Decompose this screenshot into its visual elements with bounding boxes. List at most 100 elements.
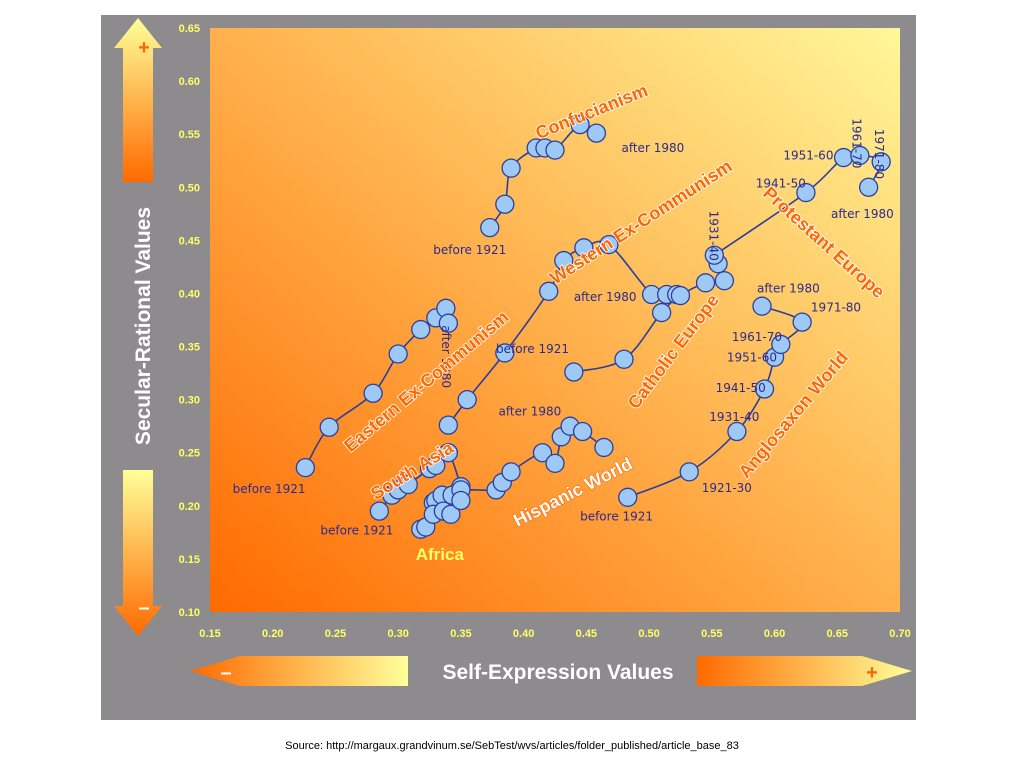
hispanic-world-point	[501, 462, 521, 482]
anglosaxon-world-point	[727, 421, 747, 442]
eastern-ex-communism-point	[295, 457, 315, 478]
x-tick-label: 0.20	[262, 628, 283, 640]
y-axis-title: Secular-Rational Values	[132, 207, 155, 445]
anglosaxon-world-point-label: 1941-50	[716, 381, 766, 395]
y-arrow-top-shape	[114, 18, 162, 182]
y-tick-label: 0.55	[179, 129, 200, 141]
anglosaxon-world-point	[792, 312, 812, 332]
y-tick-label: 0.60	[179, 76, 200, 88]
western-ex-communism-point	[599, 234, 619, 255]
eastern-ex-communism-point-label: before 1921	[233, 482, 306, 496]
confucianism-point	[501, 158, 521, 178]
south-asia-point	[398, 474, 418, 495]
y-axis-arrow: + – Secular-Rational Values	[114, 18, 162, 636]
x-minus-sign: –	[220, 662, 231, 684]
anglosaxon-world-point-label: 1951-60	[727, 350, 777, 364]
x-tick-label: 0.65	[827, 628, 848, 640]
anglosaxon-world-point-label: 1921-30	[702, 481, 752, 495]
anglosaxon-world-point	[679, 462, 699, 482]
africa-point-label: Africa	[416, 545, 465, 564]
western-ex-communism-point	[457, 389, 477, 410]
x-tick-label: 0.35	[450, 628, 471, 640]
confucianism-point	[495, 194, 515, 214]
africa-point	[441, 504, 461, 524]
south-asia-point-label: before 1921	[320, 523, 393, 537]
protestant-europe-point	[850, 145, 870, 166]
eastern-ex-communism-point	[388, 344, 408, 364]
x-tick-label: 0.40	[513, 628, 534, 640]
source-note: Source: http://margaux.grandvinum.se/Seb…	[285, 740, 739, 752]
africa-point	[451, 490, 471, 511]
y-tick-label: 0.20	[179, 501, 200, 513]
south-asia-point	[438, 443, 459, 463]
plot-area	[210, 28, 900, 612]
x-arrow-left-shape	[190, 656, 408, 686]
point-labels: before 1921 after 1980 after 1980 before 19…	[233, 118, 894, 564]
protestant-europe-point-label: 1951-60	[783, 149, 833, 163]
catholic-europe-point-label: before 1921	[496, 342, 569, 356]
anglosaxon-world-point-label: 1961-70	[732, 330, 782, 344]
x-tick-label: 0.50	[638, 628, 659, 640]
y-tick-label: 0.25	[179, 448, 200, 460]
eastern-ex-communism-point	[438, 313, 459, 333]
western-ex-communism-point	[438, 415, 459, 435]
eastern-ex-communism-point	[363, 383, 383, 403]
x-axis-arrow: – + Self-Expression Values	[190, 656, 912, 686]
y-tick-label: 0.50	[179, 182, 200, 194]
catholic-europe-point	[651, 302, 672, 323]
eastern-ex-communism-point	[411, 319, 431, 340]
y-minus-sign: –	[138, 597, 149, 619]
anglosaxon-world-point-label: before 1921	[580, 510, 653, 524]
series-points	[295, 114, 891, 539]
y-tick-label: 0.40	[179, 288, 200, 300]
protestant-europe-point	[871, 152, 891, 172]
x-tick-label: 0.25	[325, 628, 346, 640]
catholic-europe-point	[614, 349, 634, 369]
anglosaxon-world-point	[754, 379, 775, 399]
y-arrow-bottom-shape	[114, 470, 162, 636]
anglosaxon-world-point-label: after 1980	[757, 281, 820, 295]
y-tick-label: 0.30	[179, 395, 200, 407]
confucianism-point	[570, 114, 590, 135]
catholic-europe-point	[564, 362, 584, 382]
western-ex-communism-point	[495, 343, 515, 363]
south-asia-point	[426, 455, 446, 476]
protestant-europe-point-label: 1941-50	[756, 176, 806, 190]
confucianism-point-label: before 1921	[433, 243, 506, 257]
y-plus-sign: +	[138, 37, 150, 59]
x-arrow-right-shape	[697, 656, 912, 686]
south-asia-point	[369, 501, 390, 521]
x-tick-label: 0.45	[576, 628, 597, 640]
x-tick-label: 0.30	[387, 628, 408, 640]
western-ex-communism-point	[574, 238, 594, 258]
confucianism-point-label: after 1980	[621, 141, 684, 155]
western-ex-communism-point-label: after 1980	[574, 290, 637, 304]
hispanic-world-point-label: after 1980	[499, 405, 562, 419]
catholic-europe-point	[714, 271, 735, 291]
x-tick-label: 0.15	[199, 628, 220, 640]
protestant-europe-point	[858, 177, 879, 197]
confucianism-point	[480, 217, 500, 238]
y-tick-label: 0.45	[179, 235, 200, 247]
eastern-ex-communism-point	[319, 417, 339, 437]
anglosaxon-world-point-label: 1931-40	[709, 410, 759, 424]
hispanic-world-point	[572, 421, 593, 442]
western-ex-communism-point	[554, 250, 574, 271]
anglosaxon-world-point	[618, 487, 638, 507]
y-tick-label: 0.15	[179, 554, 200, 566]
y-tick-label: 0.10	[179, 607, 200, 619]
protestant-europe-point-label: 1961-70	[849, 118, 863, 168]
catholic-europe-point	[695, 273, 716, 293]
protestant-europe-point-label: 1971-80	[872, 129, 886, 179]
anglosaxon-world-point	[771, 334, 791, 355]
x-tick-label: 0.60	[764, 628, 785, 640]
hispanic-world-point	[532, 443, 553, 463]
eastern-ex-communism-point-label: after 1980	[439, 325, 453, 388]
protestant-europe-point	[704, 245, 724, 265]
y-tick-label: 0.65	[179, 23, 200, 35]
protestant-europe-point-label: 1931-40	[706, 211, 720, 261]
protestant-europe-point	[796, 182, 816, 203]
x-axis-title: Self-Expression Values	[442, 661, 673, 684]
anglosaxon-world-point-label: 1971-80	[811, 301, 861, 315]
